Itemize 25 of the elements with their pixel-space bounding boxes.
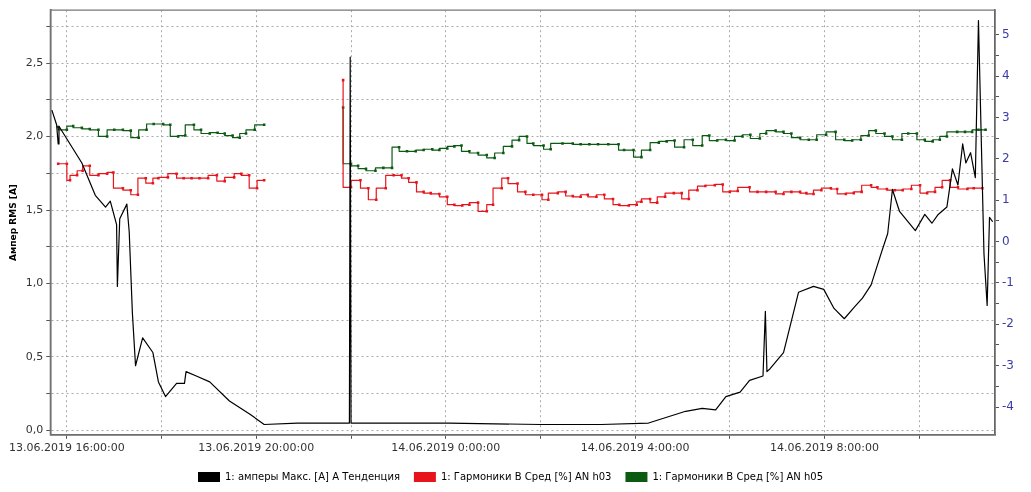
- y2-tick-label: -3: [1002, 357, 1014, 372]
- x-tick-label: 14.06.2019 4:00:00: [580, 441, 690, 455]
- y2-tick-label: 3: [1002, 109, 1010, 124]
- legend-label: 1: Гармоники B Сред [%] AN h05: [652, 470, 824, 482]
- y-tick-label: 0,5: [25, 349, 44, 363]
- y-tick-label: 1,5: [25, 202, 44, 216]
- y-axis-title: Ампер RMS [A]: [7, 184, 18, 261]
- legend-label: 1: Гармоники B Сред [%] AN h03: [440, 470, 612, 482]
- legend-label: 1: амперы Макс. [A] A Тенденция: [224, 470, 400, 482]
- y-tick-label: 2,0: [25, 129, 44, 143]
- y2-tick-label: -4: [1002, 399, 1014, 414]
- y-tick-label: 1,0: [25, 276, 44, 290]
- y2-tick-label: -1: [1002, 275, 1014, 290]
- y-tick-label: 2,5: [25, 55, 44, 69]
- y2-tick-label: 1: [1002, 192, 1010, 207]
- x-tick-label: 14.06.2019 0:00:00: [391, 441, 501, 455]
- x-tick-label: 13.06.2019 20:00:00: [198, 441, 315, 455]
- y2-tick-label: 2: [1002, 150, 1010, 165]
- y2-tick-label: -2: [1002, 316, 1014, 331]
- y2-tick-label: 4: [1002, 68, 1010, 83]
- x-tick-label: 14.06.2019 8:00:00: [770, 441, 879, 455]
- y-tick-label: 0,0: [25, 423, 44, 437]
- y2-tick-label: 0: [1002, 233, 1010, 248]
- x-tick-label: 13.06.2019 16:00:00: [8, 441, 125, 455]
- y2-tick-label: 5: [1002, 26, 1010, 41]
